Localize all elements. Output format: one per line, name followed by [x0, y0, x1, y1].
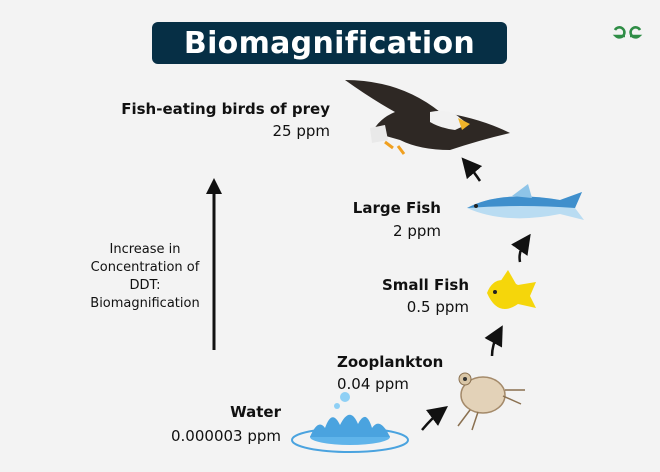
page-title: Biomagnification [152, 22, 507, 64]
increase-label-line: Biomagnification [90, 296, 200, 311]
increase-label: Increase in Concentration of DDT: Biomag… [70, 241, 220, 313]
small-fish-ppm: 0.5 ppm [406, 298, 469, 316]
water-splash-icon [291, 392, 409, 453]
small-fish-name: Small Fish [381, 276, 469, 294]
water-ppm: 0.000003 ppm [171, 427, 281, 445]
small-yellow-fish-icon [487, 270, 536, 310]
zooplankton-name: Zooplankton [337, 353, 444, 371]
gfg-logo-icon [612, 26, 643, 39]
zooplankton-icon [457, 372, 525, 431]
large-fish-ppm: 2 ppm [393, 222, 441, 240]
increase-label-line: Increase in [109, 242, 181, 257]
step-arrow [421, 157, 531, 431]
eagle-icon [345, 80, 510, 155]
water-name: Water [230, 403, 281, 421]
increase-arrow [206, 178, 222, 350]
birds-ppm: 25 ppm [272, 122, 330, 140]
zooplankton-ppm: 0.04 ppm [337, 375, 409, 393]
increase-label-line: DDT: [129, 278, 161, 293]
birds-name: Fish-eating birds of prey [121, 100, 330, 118]
large-fish-name: Large Fish [352, 199, 441, 217]
increase-label-line: Concentration of [90, 260, 200, 275]
large-blue-fish-icon [467, 184, 584, 220]
